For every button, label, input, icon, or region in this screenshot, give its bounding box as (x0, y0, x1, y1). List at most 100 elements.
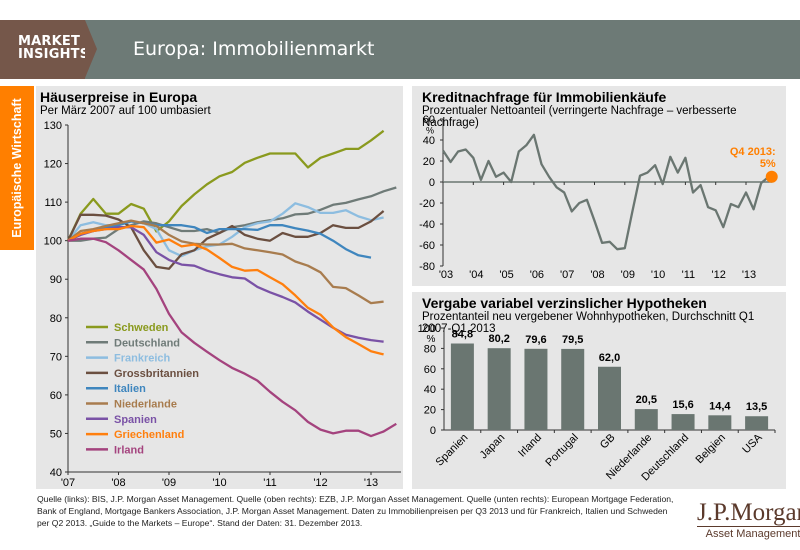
x-category-label: Irland (516, 432, 544, 460)
credit-demand-panel: Kreditnachfrage für Immobilienkäufe Proz… (412, 86, 786, 286)
section-tab-label: Europäische Wirtschaft (10, 98, 24, 238)
series-line-irland (67, 237, 397, 438)
y-tick-label: 40 (50, 467, 62, 479)
y-tick-label: 20 (424, 405, 436, 417)
x-tick-label: '05 (499, 269, 513, 281)
y-tick-label: -40 (419, 219, 435, 231)
legend-label-italien: Italien (114, 383, 146, 395)
page-header: MARKET INSIGHTS Europa: Immobilienmarkt (0, 20, 800, 79)
y-unit-label: % (427, 334, 436, 345)
x-tick-label: '10 (651, 269, 665, 281)
y-tick-label: 90 (50, 274, 62, 286)
legend-label-schweden: Schweden (114, 322, 169, 334)
badge-line1: MARKET (18, 34, 81, 49)
badge-text: MARKET INSIGHTS (18, 35, 89, 61)
bar-value-label: 20,5 (636, 394, 657, 406)
x-category-label: GB (598, 432, 618, 452)
bar-value-label: 80,2 (488, 333, 509, 345)
bar-value-label: 62,0 (599, 352, 620, 364)
y-unit-label: % (426, 126, 434, 136)
x-tick-label: '10 (212, 477, 226, 489)
y-tick-label: 80 (50, 313, 62, 325)
logo-sub-text: Asset Management (705, 528, 800, 540)
y-tick-label: -60 (419, 240, 435, 252)
x-tick-label: '11 (682, 269, 696, 281)
x-tick-label: '09 (621, 269, 635, 281)
x-tick-label: '09 (162, 477, 176, 489)
q4-2013-marker (765, 170, 778, 183)
x-category-label: Belgien (694, 432, 728, 466)
variable-mortgages-chart: 0 20 40 60 80 100% 84,8 Spanien 80,2 Japan 79,6 Irl… (418, 323, 776, 483)
legend-label-frankreich: Frankreich (114, 353, 171, 365)
series-line-schweden (66, 129, 385, 242)
market-insights-badge: MARKET INSIGHTS (0, 20, 89, 79)
x-tick-label: '04 (469, 269, 483, 281)
bar-japan (487, 348, 511, 430)
y-tick-label: 120 (44, 159, 62, 171)
y-tick-label: 80 (424, 343, 436, 355)
bar-irland (524, 348, 548, 430)
bar-value-label: 84,8 (452, 329, 473, 341)
bar-usa (745, 416, 769, 430)
bar-value-label: 79,5 (562, 334, 583, 346)
y-tick-label: 20 (423, 156, 435, 168)
variable-mortgages-subtitle: Prozentanteil neu vergebener Wohnhypothe… (422, 311, 755, 335)
legend-label-irland: Irland (114, 444, 144, 456)
y-tick-label: 50 (50, 428, 62, 440)
y-tick-label: 60 (50, 390, 62, 402)
x-tick-label: '07 (560, 269, 574, 281)
x-category-label: Japan (478, 432, 508, 462)
y-tick-label: 100 (418, 323, 436, 335)
page-title: Europa: Immobilienmarkt (133, 38, 375, 60)
legend-label-deutschland: Deutschland (114, 337, 180, 349)
annotation-label-line1: Q4 2013: (730, 146, 776, 158)
series-line-griechenland (67, 224, 384, 356)
y-tick-label: 100 (44, 236, 62, 248)
x-category-label: Spanien (433, 432, 470, 469)
credit-demand-title: Kreditnachfrage für Immobilienkäufe (422, 89, 667, 105)
variable-mortgages-title: Vergabe variabel verzinslicher Hypotheke… (422, 295, 707, 311)
credit-demand-subtitle: Prozentualer Nettoanteil (verringerte Na… (422, 105, 737, 129)
series-line-italien (67, 220, 372, 259)
bar-value-label: 15,6 (672, 399, 693, 411)
variable-mortgages-panel: Vergabe variabel verzinslicher Hypotheke… (412, 292, 786, 489)
x-tick-label: '03 (439, 269, 453, 281)
legend-label-griechenland: Griechenland (114, 429, 184, 441)
bar-belgien (708, 415, 732, 430)
badge-arrow (85, 20, 97, 78)
y-tick-label: -20 (419, 198, 435, 210)
x-tick-label: '06 (530, 269, 544, 281)
y-tick-label: 0 (429, 177, 435, 189)
logo-main-text: J.P.Morgan (697, 500, 800, 527)
jpmorgan-logo: J.P.Morgan Asset Management (697, 500, 800, 540)
x-tick-label: '08 (590, 269, 604, 281)
house-prices-panel: Häuserpreise in Europa Per März 2007 auf… (36, 86, 403, 489)
y-tick-label: 130 (44, 120, 62, 132)
x-tick-label: '08 (111, 477, 125, 489)
legend-label-spanien: Spanien (114, 414, 157, 426)
legend-label-niederlande: Niederlande (114, 399, 177, 411)
bar-niederlande (634, 409, 658, 430)
house-prices-chart: 40 50 60 70 80 90 100 110 120 130 '07 '08 '09 '10 '11 '… (44, 120, 401, 489)
source-footnote: Quelle (links): BIS, J.P. Morgan Asset M… (37, 494, 674, 528)
x-category-label: USA (740, 431, 765, 456)
y-tick-label: -80 (419, 261, 435, 273)
bar-value-label: 13,5 (746, 401, 767, 413)
y-tick-label: 0 (430, 425, 436, 437)
x-tick-label: '12 (712, 269, 726, 281)
section-tab: Europäische Wirtschaft (0, 86, 34, 250)
x-tick-label: '07 (61, 477, 75, 489)
x-tick-label: '13 (364, 477, 378, 489)
bar-gb (598, 366, 621, 430)
y-tick-label: 70 (50, 351, 62, 363)
y-tick-label: 40 (423, 135, 435, 147)
x-tick-label: '12 (313, 477, 327, 489)
credit-demand-line (442, 133, 770, 251)
legend-label-grossbritannien: Grossbritannien (114, 368, 199, 380)
bar-deutschland (671, 414, 695, 430)
y-tick-label: 60 (424, 364, 436, 376)
house-prices-subtitle: Per März 2007 auf 100 umbasiert (40, 105, 211, 117)
bar-spanien (450, 343, 474, 430)
house-prices-title: Häuserpreise in Europa (40, 89, 198, 105)
y-tick-label: 60 (423, 114, 435, 126)
